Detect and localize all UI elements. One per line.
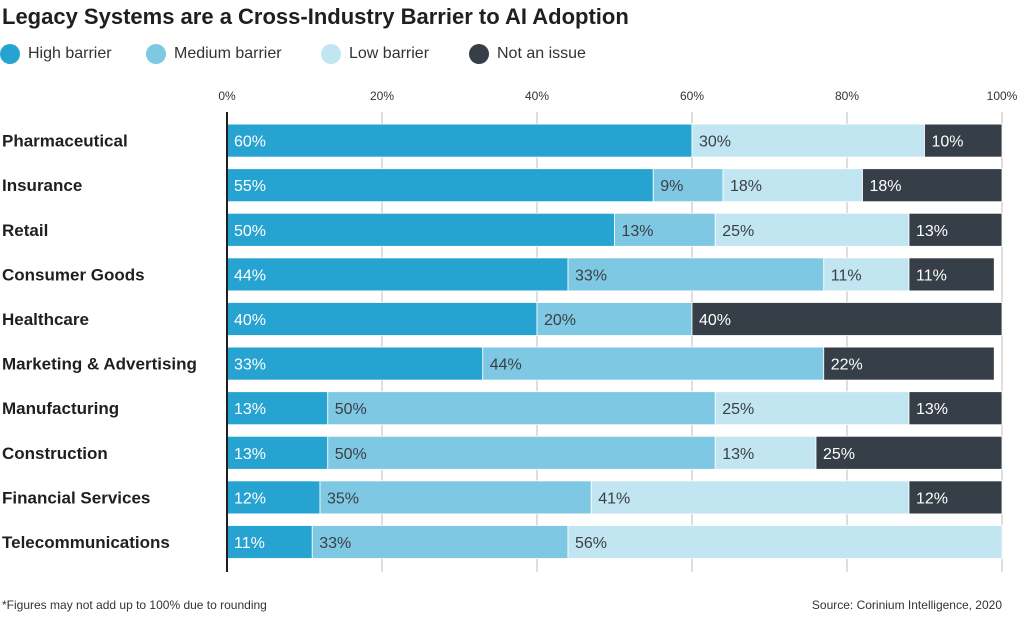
bar-segment [226,212,615,247]
legend-swatch [0,44,20,64]
bar-segment [226,435,329,470]
legend-label: Not an issue [497,45,586,62]
data-label: 30% [699,134,731,151]
data-label: 50% [335,401,367,418]
data-label: 33% [575,267,607,284]
footnote: *Figures may not add up to 100% due to r… [2,598,267,612]
category-label: Marketing & Advertising [2,355,197,374]
bar-segment [226,168,654,203]
bar-segment [567,257,825,292]
category-label: Pharmaceutical [2,132,128,151]
category-label: Telecommunications [2,533,170,552]
bar-segment [319,480,592,515]
data-label: 13% [916,223,948,240]
bar-segment [590,480,910,515]
data-label: 12% [234,490,266,507]
bar-segment [311,525,569,559]
data-label: 33% [234,357,266,374]
data-label: 11% [831,267,862,284]
category-label: Consumer Goods [2,265,145,284]
data-label: 55% [234,178,266,195]
data-label: 18% [870,178,902,195]
legend-item-low-barrier: Low barrier [321,44,429,64]
legend-swatch [469,44,489,64]
data-label: 22% [831,357,863,374]
chart-title: Legacy Systems are a Cross-Industry Barr… [2,4,629,29]
category-label: Healthcare [2,310,89,329]
legend-item-high-barrier: High barrier [0,44,112,64]
bar-segment [567,525,1003,559]
bar-segment [908,480,1003,515]
data-label: 20% [544,312,576,329]
category-label: Manufacturing [2,399,119,418]
data-label: 13% [916,401,948,418]
data-label: 13% [722,446,754,463]
bar-segment [714,212,910,247]
data-label: 44% [234,267,266,284]
bar-segment [823,346,995,381]
legend-label: Low barrier [349,45,430,62]
data-label: 11% [916,267,947,284]
x-tick-label: 100% [987,89,1018,103]
bar-segment [327,435,716,470]
bar-segment [714,391,910,426]
bar-segment [226,257,569,292]
data-label: 10% [932,134,964,151]
bar-segment [924,123,1003,158]
bar-segment [226,525,313,559]
bar-segment [327,391,716,426]
data-label: 41% [598,490,630,507]
data-label: 56% [575,535,607,552]
bar-segment [614,212,716,247]
category-label: Retail [2,221,48,240]
category-label: Insurance [2,176,82,195]
data-label: 35% [327,490,359,507]
data-label: 60% [234,134,266,151]
x-tick-label: 60% [680,89,704,103]
data-label: 50% [234,223,266,240]
bar-segment [691,123,925,158]
category-label: Financial Services [2,488,150,507]
data-label: 13% [622,223,654,240]
legend-item-not-an-issue: Not an issue [469,44,586,64]
bar-segment [908,391,1003,426]
x-tick-label: 40% [525,89,549,103]
data-label: 33% [319,535,351,552]
legend-label: High barrier [28,45,112,62]
data-label: 18% [730,178,762,195]
data-label: 50% [335,446,367,463]
data-label: 13% [234,401,266,418]
bar-segment [862,168,1003,203]
data-label: 11% [234,535,265,552]
category-label: Construction [2,444,108,463]
data-label: 40% [699,312,731,329]
bar-segment [226,480,321,515]
bar-segment [908,257,995,292]
data-label: 25% [722,223,754,240]
data-label: 9% [660,178,683,195]
bar-segment [226,123,693,158]
x-tick-label: 20% [370,89,394,103]
bar-segment [482,346,825,381]
data-label: 25% [823,446,855,463]
bar-segment [226,391,329,426]
legend-item-medium-barrier: Medium barrier [146,44,282,64]
bar-segment [815,435,1003,470]
bar-segment [908,212,1003,247]
x-tick-label: 80% [835,89,859,103]
bar-segment [226,302,538,336]
bar-segment [691,302,1003,336]
legend-swatch [146,44,166,64]
bar-segment [823,257,910,292]
data-label: 13% [234,446,266,463]
source-note: Source: Corinium Intelligence, 2020 [811,598,1002,612]
legend-swatch [321,44,341,64]
data-label: 12% [916,490,948,507]
data-label: 40% [234,312,266,329]
data-label: 25% [722,401,754,418]
x-tick-label: 0% [218,89,236,103]
legend-label: Medium barrier [174,45,282,62]
data-label: 44% [490,357,522,374]
